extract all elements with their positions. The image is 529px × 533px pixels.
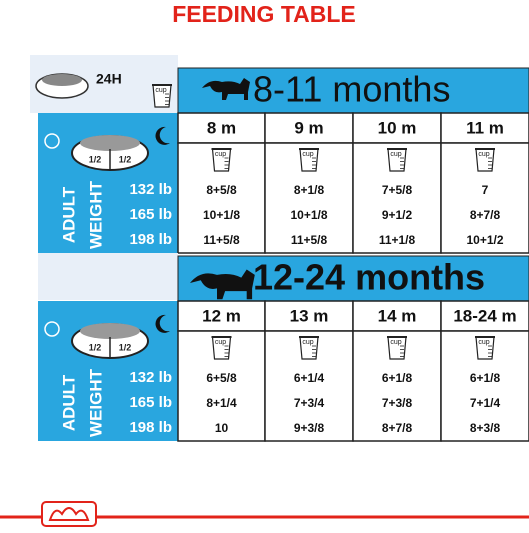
weight-label: 198 lb	[129, 419, 172, 436]
panel-kibble	[80, 323, 140, 339]
feeding-value: 11+1/8	[379, 233, 416, 247]
feeding-value: 10+1/8	[203, 208, 240, 222]
feeding-value: 10+1/8	[290, 208, 327, 222]
feeding-value: 10+1/2	[466, 233, 503, 247]
feeding-value: 7+1/4	[470, 396, 501, 410]
section-title: 12-24 months	[253, 257, 485, 298]
feeding-value: 8+7/8	[382, 421, 413, 435]
dog-icon	[190, 269, 255, 300]
feeding-value: 8+1/4	[206, 396, 237, 410]
cup-icon: cup	[387, 148, 407, 172]
sun-icon	[44, 133, 60, 149]
cup-icon: cup	[475, 148, 495, 172]
cup-label: cup	[390, 339, 401, 346]
axis-label: ADULT	[59, 374, 78, 431]
cup-label: cup	[302, 151, 313, 158]
column-label: 9 m	[294, 118, 323, 137]
cup-label: cup	[155, 87, 166, 94]
feeding-value: 6+1/8	[470, 371, 501, 385]
feeding-value: 7+3/8	[382, 396, 413, 410]
header-cell	[264, 300, 354, 332]
feeding-value: 7	[482, 183, 489, 197]
cup-icon: cup	[299, 336, 319, 360]
half-label: 1/2	[119, 154, 132, 164]
gap-bg	[38, 253, 178, 300]
header-cell	[352, 112, 442, 144]
crown-logo	[41, 501, 97, 527]
column-label: 11 m	[466, 118, 504, 137]
weight-label: 165 lb	[129, 206, 172, 223]
bowl-icon	[35, 73, 89, 99]
column-label: 10 m	[378, 118, 417, 137]
cup-label: cup	[302, 339, 313, 346]
feeding-value: 9+1/2	[382, 208, 413, 222]
header-cell	[177, 300, 266, 332]
half-label: 1/2	[89, 342, 102, 352]
feeding-value: 8+3/8	[470, 421, 501, 435]
feeding-value: 6+5/8	[206, 371, 237, 385]
cup-label: cup	[478, 339, 489, 346]
header-cell	[177, 112, 266, 144]
cup-icon: cup	[387, 336, 407, 360]
dog-icon	[202, 78, 250, 100]
cup-label: cup	[390, 151, 401, 158]
feeding-value: 7+5/8	[382, 183, 413, 197]
cup-icon: cup	[211, 336, 232, 360]
column-label: 13 m	[290, 306, 329, 325]
column-label: 18-24 m	[453, 306, 516, 325]
header-cell	[440, 112, 529, 144]
weight-label: 198 lb	[129, 231, 172, 248]
feeding-value: 6+1/8	[382, 371, 413, 385]
cup-icon: cup	[152, 84, 172, 108]
feeding-value: 9+3/8	[294, 421, 325, 435]
cup-label: cup	[215, 151, 226, 158]
cup-label: cup	[478, 151, 489, 158]
moon-icon	[155, 314, 170, 333]
weight-label: 165 lb	[129, 394, 172, 411]
cup-icon: cup	[211, 148, 232, 172]
axis-label: ADULT	[59, 186, 78, 243]
cup-icon: cup	[299, 148, 319, 172]
top-label: 24H	[96, 71, 122, 87]
weight-label: 132 lb	[129, 181, 172, 198]
cup-label: cup	[215, 339, 226, 346]
title: FEEDING TABLE	[172, 1, 356, 27]
section-title: 8-11 months	[253, 69, 450, 110]
feeding-value: 8+1/8	[294, 183, 325, 197]
feeding-value: 8+5/8	[206, 183, 237, 197]
moon-icon	[155, 126, 170, 145]
sun-icon	[44, 321, 60, 337]
column-label: 12 m	[202, 306, 241, 325]
half-label: 1/2	[119, 342, 132, 352]
feeding-value: 8+7/8	[470, 208, 501, 222]
feeding-value: 7+3/4	[294, 396, 325, 410]
feeding-value: 11+5/8	[203, 233, 240, 247]
feeding-value: 11+5/8	[291, 233, 328, 247]
half-label: 1/2	[89, 154, 102, 164]
cup-icon: cup	[475, 336, 495, 360]
axis-label: WEIGHT	[86, 368, 105, 437]
panel-kibble	[80, 135, 140, 151]
axis-label: WEIGHT	[86, 180, 105, 249]
feeding-value: 6+1/4	[294, 371, 325, 385]
weight-label: 132 lb	[129, 369, 172, 386]
column-label: 8 m	[207, 118, 236, 137]
feeding-value: 10	[215, 421, 229, 435]
column-label: 14 m	[378, 306, 417, 325]
